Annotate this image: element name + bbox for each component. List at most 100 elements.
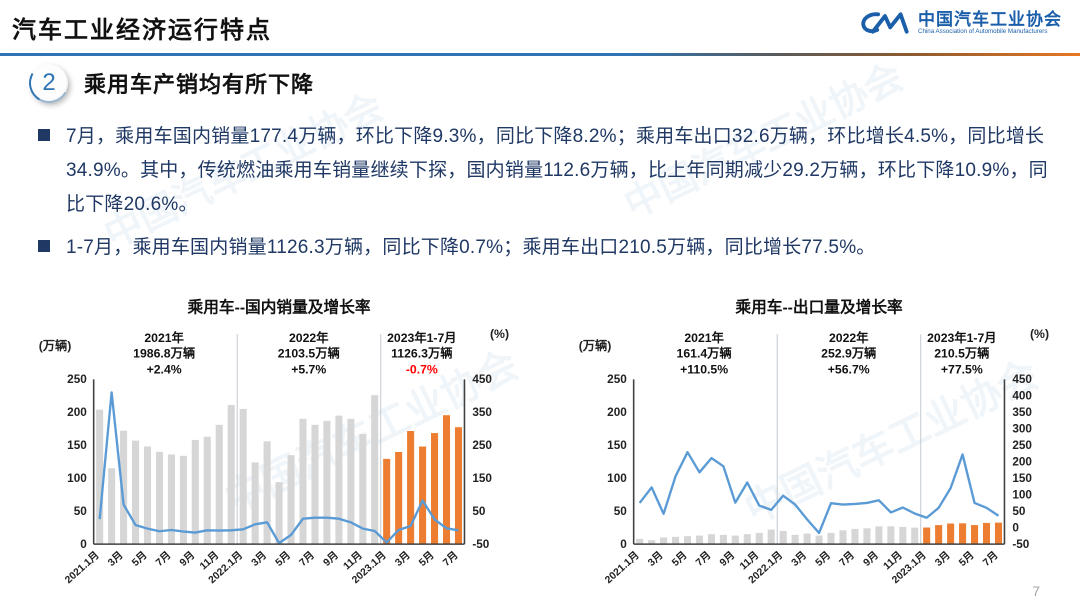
bar [767, 529, 775, 545]
page-number: 7 [1032, 583, 1040, 599]
annotation-line: 2023年1-7月 [387, 330, 456, 345]
bullet-item: 1-7月，乘用车国内销量1126.3万辆，同比下降0.7%；乘用车出口210.5… [38, 231, 1050, 265]
page-title: 汽车工业经济运行特点 [12, 17, 272, 44]
chart-title: 乘用车--国内销量及增长率 [187, 298, 371, 317]
bar [347, 418, 355, 545]
right-axis-tick: 250 [1012, 439, 1032, 452]
bar [935, 525, 943, 545]
bullet-list: 7月，乘用车国内销量177.4万辆，环比下降9.3%，同比下降8.2%；乘用车出… [38, 120, 1050, 275]
bar [911, 527, 919, 545]
bar [287, 455, 295, 545]
section-number-badge: 2 [30, 64, 68, 102]
bar [779, 530, 787, 545]
x-axis-tick: 5月 [417, 549, 437, 569]
bar [923, 527, 931, 545]
right-axis-tick: 150 [1012, 472, 1032, 485]
bars-group [96, 395, 463, 545]
left-axis-tick: 0 [80, 538, 87, 551]
x-axis-tick: 2021.1月 [63, 549, 102, 586]
bar [660, 537, 668, 545]
bar [803, 533, 811, 545]
bar [215, 424, 223, 545]
bar [743, 534, 751, 545]
annotation-line: 2023年1-7月 [927, 330, 996, 345]
bar [323, 420, 331, 545]
growth-line [638, 451, 1000, 535]
x-axis-tick: 7月 [441, 549, 461, 569]
x-axis-tick: 5月 [813, 549, 833, 569]
annotation-line: 2021年 [684, 330, 724, 345]
bar [947, 523, 955, 545]
logo-name-cn: 中国汽车工业协会 [918, 9, 1062, 29]
bar [132, 440, 140, 545]
chart-domestic-sales: 0 50 100 150 200 250 -50 50 150 250 350 450 2021.1月 3… [25, 290, 540, 604]
bullet-square-icon [38, 240, 50, 253]
bar [371, 395, 379, 545]
bar [383, 458, 391, 545]
x-axis-tick: 7月 [153, 549, 173, 569]
x-axis-tick: 5月 [670, 549, 690, 569]
annotation-line: 210.5万辆 [934, 346, 989, 361]
annotation-line: 1126.3万辆 [391, 346, 452, 361]
bar [155, 451, 164, 545]
bar [863, 528, 871, 545]
bar [971, 525, 979, 545]
chart-title: 乘用车--出口量及增长率 [734, 298, 903, 317]
x-axis-tick: 3月 [933, 549, 953, 569]
right-axis-tick: -50 [1012, 538, 1029, 551]
right-axis-tick: 50 [1012, 505, 1026, 518]
bar [695, 535, 704, 545]
right-axis-tick: 100 [1012, 489, 1032, 502]
bar [167, 454, 175, 545]
bar [120, 430, 128, 545]
right-axis-tick: 400 [1012, 390, 1032, 403]
bar [707, 534, 715, 545]
x-axis-tick: 9月 [177, 549, 197, 569]
bar [442, 415, 451, 545]
bullet-text: 7月，乘用车国内销量177.4万辆，环比下降9.3%，同比下降8.2%；乘用车出… [66, 126, 1048, 215]
bar [755, 532, 763, 545]
annotation-line: +77.5% [941, 362, 983, 376]
x-axis-tick: 3月 [106, 549, 126, 569]
left-axis-tick: 200 [67, 406, 87, 419]
bar [648, 540, 656, 545]
left-axis-tick: 100 [67, 472, 87, 485]
bar [239, 408, 247, 545]
left-axis-tick: 200 [607, 406, 627, 419]
right-axis-tick: 250 [472, 439, 492, 452]
bar [887, 526, 895, 545]
x-axis-tick: 9月 [861, 549, 881, 569]
annotation-line: 2022年 [289, 330, 329, 345]
annotation-line: 252.9万辆 [821, 346, 876, 361]
x-axis-tick: 3月 [249, 549, 269, 569]
right-axis-tick: 450 [472, 373, 492, 386]
bar [191, 439, 199, 545]
left-axis-tick: 150 [67, 439, 87, 452]
right-axis-tick: 200 [1012, 456, 1032, 469]
x-axis-tick: 7月 [693, 549, 713, 569]
chart-svg: 0 50 100 150 200 250 -50 0 50 100 150 200 250 300 350 4… [579, 298, 1049, 586]
annotation-line: +56.7% [828, 362, 870, 376]
bar [719, 534, 727, 545]
right-axis-tick: 450 [1012, 373, 1032, 386]
right-axis-tick: 0 [1012, 522, 1019, 535]
left-axis-tick: 0 [620, 538, 627, 551]
bar [431, 433, 439, 545]
bar [982, 522, 991, 545]
x-axis-tick: 9月 [321, 549, 341, 569]
charts-row: 0 50 100 150 200 250 -50 50 150 250 350 450 2021.1月 3… [0, 290, 1080, 606]
x-axis-tick: 3月 [789, 549, 809, 569]
left-axis-tick: 250 [607, 373, 627, 386]
annotation-line: -0.7% [406, 362, 438, 376]
chart-exports: 0 50 100 150 200 250 -50 0 50 100 150 200 250 300 350 4… [565, 290, 1080, 604]
bar [251, 462, 259, 545]
annotation-line: 1986.8万辆 [133, 346, 195, 361]
bar [335, 415, 343, 545]
x-axis-tick: 3月 [393, 549, 413, 569]
bar [419, 446, 427, 545]
annotation-line: +5.7% [291, 362, 326, 376]
bullet-square-icon [38, 129, 50, 141]
bar [815, 535, 823, 545]
x-axis-tick: 2021.1月 [603, 549, 642, 586]
